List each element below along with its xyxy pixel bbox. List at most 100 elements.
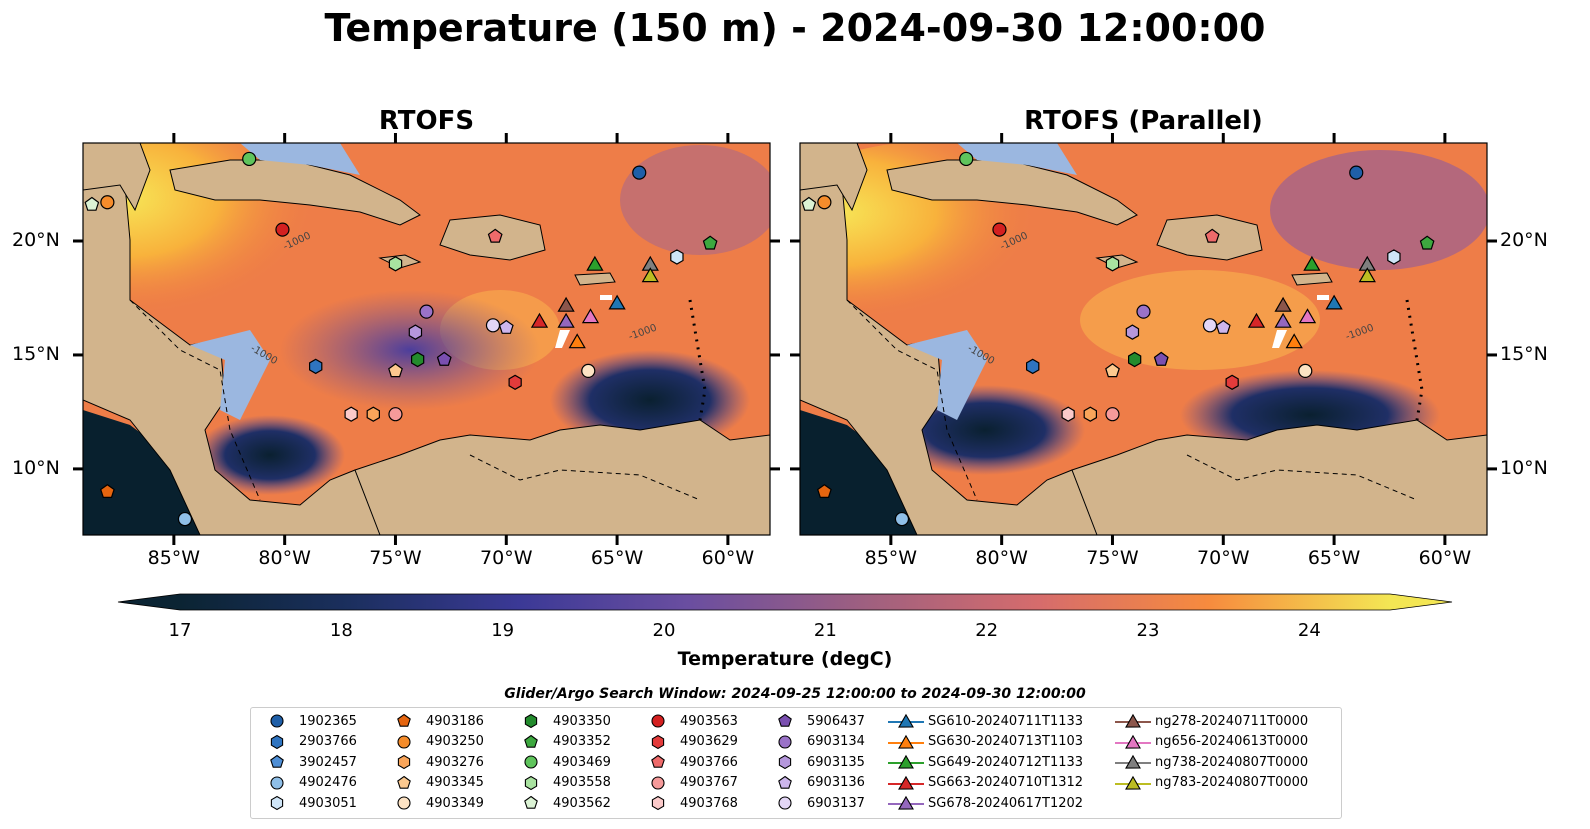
marker-ng656-20240613T0000 — [581, 308, 600, 324]
legend-label: SG678-20240617T1202 — [928, 795, 1084, 811]
marker-4903345 — [1105, 363, 1120, 378]
marker-SG663-20240710T1312 — [1247, 312, 1266, 328]
marker-4903350 — [411, 351, 425, 368]
colorbar-tick: 19 — [491, 620, 515, 641]
lon-tick-label: 70°W — [1197, 547, 1250, 569]
figure-title: Temperature (150 m) - 2024-09-30 12:00:0… — [324, 6, 1266, 50]
legend-item: SG610-20240711T1133 — [888, 711, 1083, 731]
legend-marker — [651, 714, 665, 728]
legend-label: 4903563 — [680, 713, 738, 729]
border-line — [129, 299, 261, 501]
map-right: -1000 -1000 -1000 — [800, 143, 1487, 535]
marker-4902476 — [894, 511, 910, 527]
nodata-patch — [1272, 330, 1287, 348]
legend-item: 2903766 — [259, 732, 357, 752]
legend-title: Glider/Argo Search Window: 2024-09-25 12… — [504, 686, 1086, 702]
nodata-patch-2 — [600, 295, 612, 300]
lon-tick-label: 75°W — [1086, 547, 1139, 569]
legend-label: ng738-20240807T0000 — [1155, 754, 1309, 770]
lon-tick-label: 80°W — [258, 547, 311, 569]
marker-6903134 — [1136, 304, 1151, 319]
marker-4903352 — [702, 235, 718, 250]
south-america-land — [354, 419, 770, 535]
marker-SG663-20240710T1312 — [530, 312, 549, 328]
central-america-land — [800, 184, 1108, 535]
legend-marker — [1115, 713, 1151, 728]
marker-4903349 — [1298, 363, 1313, 379]
legend-label: SG610-20240711T1133 — [928, 713, 1084, 729]
marker-6903135 — [408, 324, 423, 340]
colorbar-tick: 18 — [329, 620, 353, 641]
legend-label: 4903345 — [426, 775, 484, 790]
marker-4903768 — [344, 406, 358, 422]
legend-item: 4902476 — [259, 773, 357, 793]
legend-marker — [397, 713, 411, 727]
legend-item: 6903134 — [767, 732, 865, 752]
legend-item: ng783-20240807T0000 — [1115, 773, 1308, 793]
legend-item: 4903051 — [259, 793, 357, 813]
purple-north — [1270, 150, 1487, 270]
legend-marker — [397, 754, 411, 770]
legend-item: 1902365 — [259, 711, 357, 731]
marker-4903563 — [992, 222, 1007, 237]
marker-6903134 — [419, 304, 434, 319]
lat-tick-label: 20°N — [1500, 229, 1548, 251]
legend-label: 4903051 — [299, 795, 357, 811]
legend-label: SG649-20240712T1133 — [928, 754, 1084, 770]
marker-SG610-20240711T1133 — [608, 294, 626, 310]
legend-label: 4902476 — [299, 775, 357, 790]
lon-tick-label: 60°W — [1418, 547, 1472, 569]
border-line-sa — [469, 454, 701, 501]
marker-2903766 — [1025, 358, 1040, 375]
marker-4903766 — [1204, 228, 1220, 243]
legend-label: SG663-20240710T1312 — [928, 775, 1084, 790]
lon-tick-label: 80°W — [975, 547, 1028, 569]
marker-SG610-20240711T1133 — [1325, 294, 1343, 310]
marker-ng278-20240711T0000 — [1274, 296, 1292, 312]
legend-label: ng783-20240807T0000 — [1155, 775, 1309, 790]
legend-marker — [270, 734, 284, 749]
shelf-nicaragua — [190, 330, 270, 420]
marker-6903135 — [1125, 324, 1140, 340]
marker-4903558 — [388, 256, 403, 272]
marker-4903469 — [242, 151, 257, 167]
legend-item: 3902457 — [259, 752, 357, 772]
legend-label: 4903349 — [426, 795, 484, 811]
legend-marker — [778, 775, 792, 789]
colorbar-body — [180, 594, 1390, 610]
colorbar-tick: 20 — [652, 620, 676, 641]
legend-label: 5906437 — [807, 713, 865, 729]
legend-marker — [270, 754, 284, 768]
legend-label: 4903767 — [680, 775, 738, 790]
legend-item: 6903137 — [767, 793, 865, 813]
legend-item: SG678-20240617T1202 — [888, 793, 1083, 813]
marker-4903276 — [366, 406, 380, 422]
bahamas-shelf — [957, 143, 1077, 175]
marker-5906437 — [1153, 351, 1169, 366]
marker-4903250 — [817, 195, 832, 210]
border-line — [846, 299, 978, 501]
marker-4903186 — [816, 483, 832, 498]
marker-4903767 — [388, 407, 403, 422]
legend-item: 4903349 — [386, 793, 484, 813]
legend-marker — [270, 795, 284, 811]
legend-label: 4903250 — [426, 734, 484, 749]
legend-label: ng278-20240711T0000 — [1155, 713, 1309, 729]
legend-label: 4903186 — [426, 713, 484, 729]
legend-item: 4903352 — [513, 732, 611, 752]
legend-label: 3902457 — [299, 754, 357, 770]
marker-ng278-20240711T0000 — [557, 296, 575, 312]
colorbar-label: Temperature (degC) — [677, 648, 893, 670]
marker-4903766 — [487, 228, 503, 243]
marker-4903629 — [1225, 374, 1239, 390]
marker-4903051 — [1387, 249, 1401, 265]
legend-item: 6903135 — [767, 752, 865, 772]
colorbar-tick: 23 — [1136, 620, 1160, 641]
legend-label: 4903629 — [680, 734, 738, 749]
marker-4903250 — [100, 195, 115, 210]
lon-tick-label: 75°W — [369, 547, 422, 569]
marker-6903137 — [485, 318, 501, 333]
marker-4903276 — [1083, 406, 1098, 422]
marker-4903768 — [1061, 406, 1075, 422]
legend-label: 1902365 — [299, 713, 357, 729]
